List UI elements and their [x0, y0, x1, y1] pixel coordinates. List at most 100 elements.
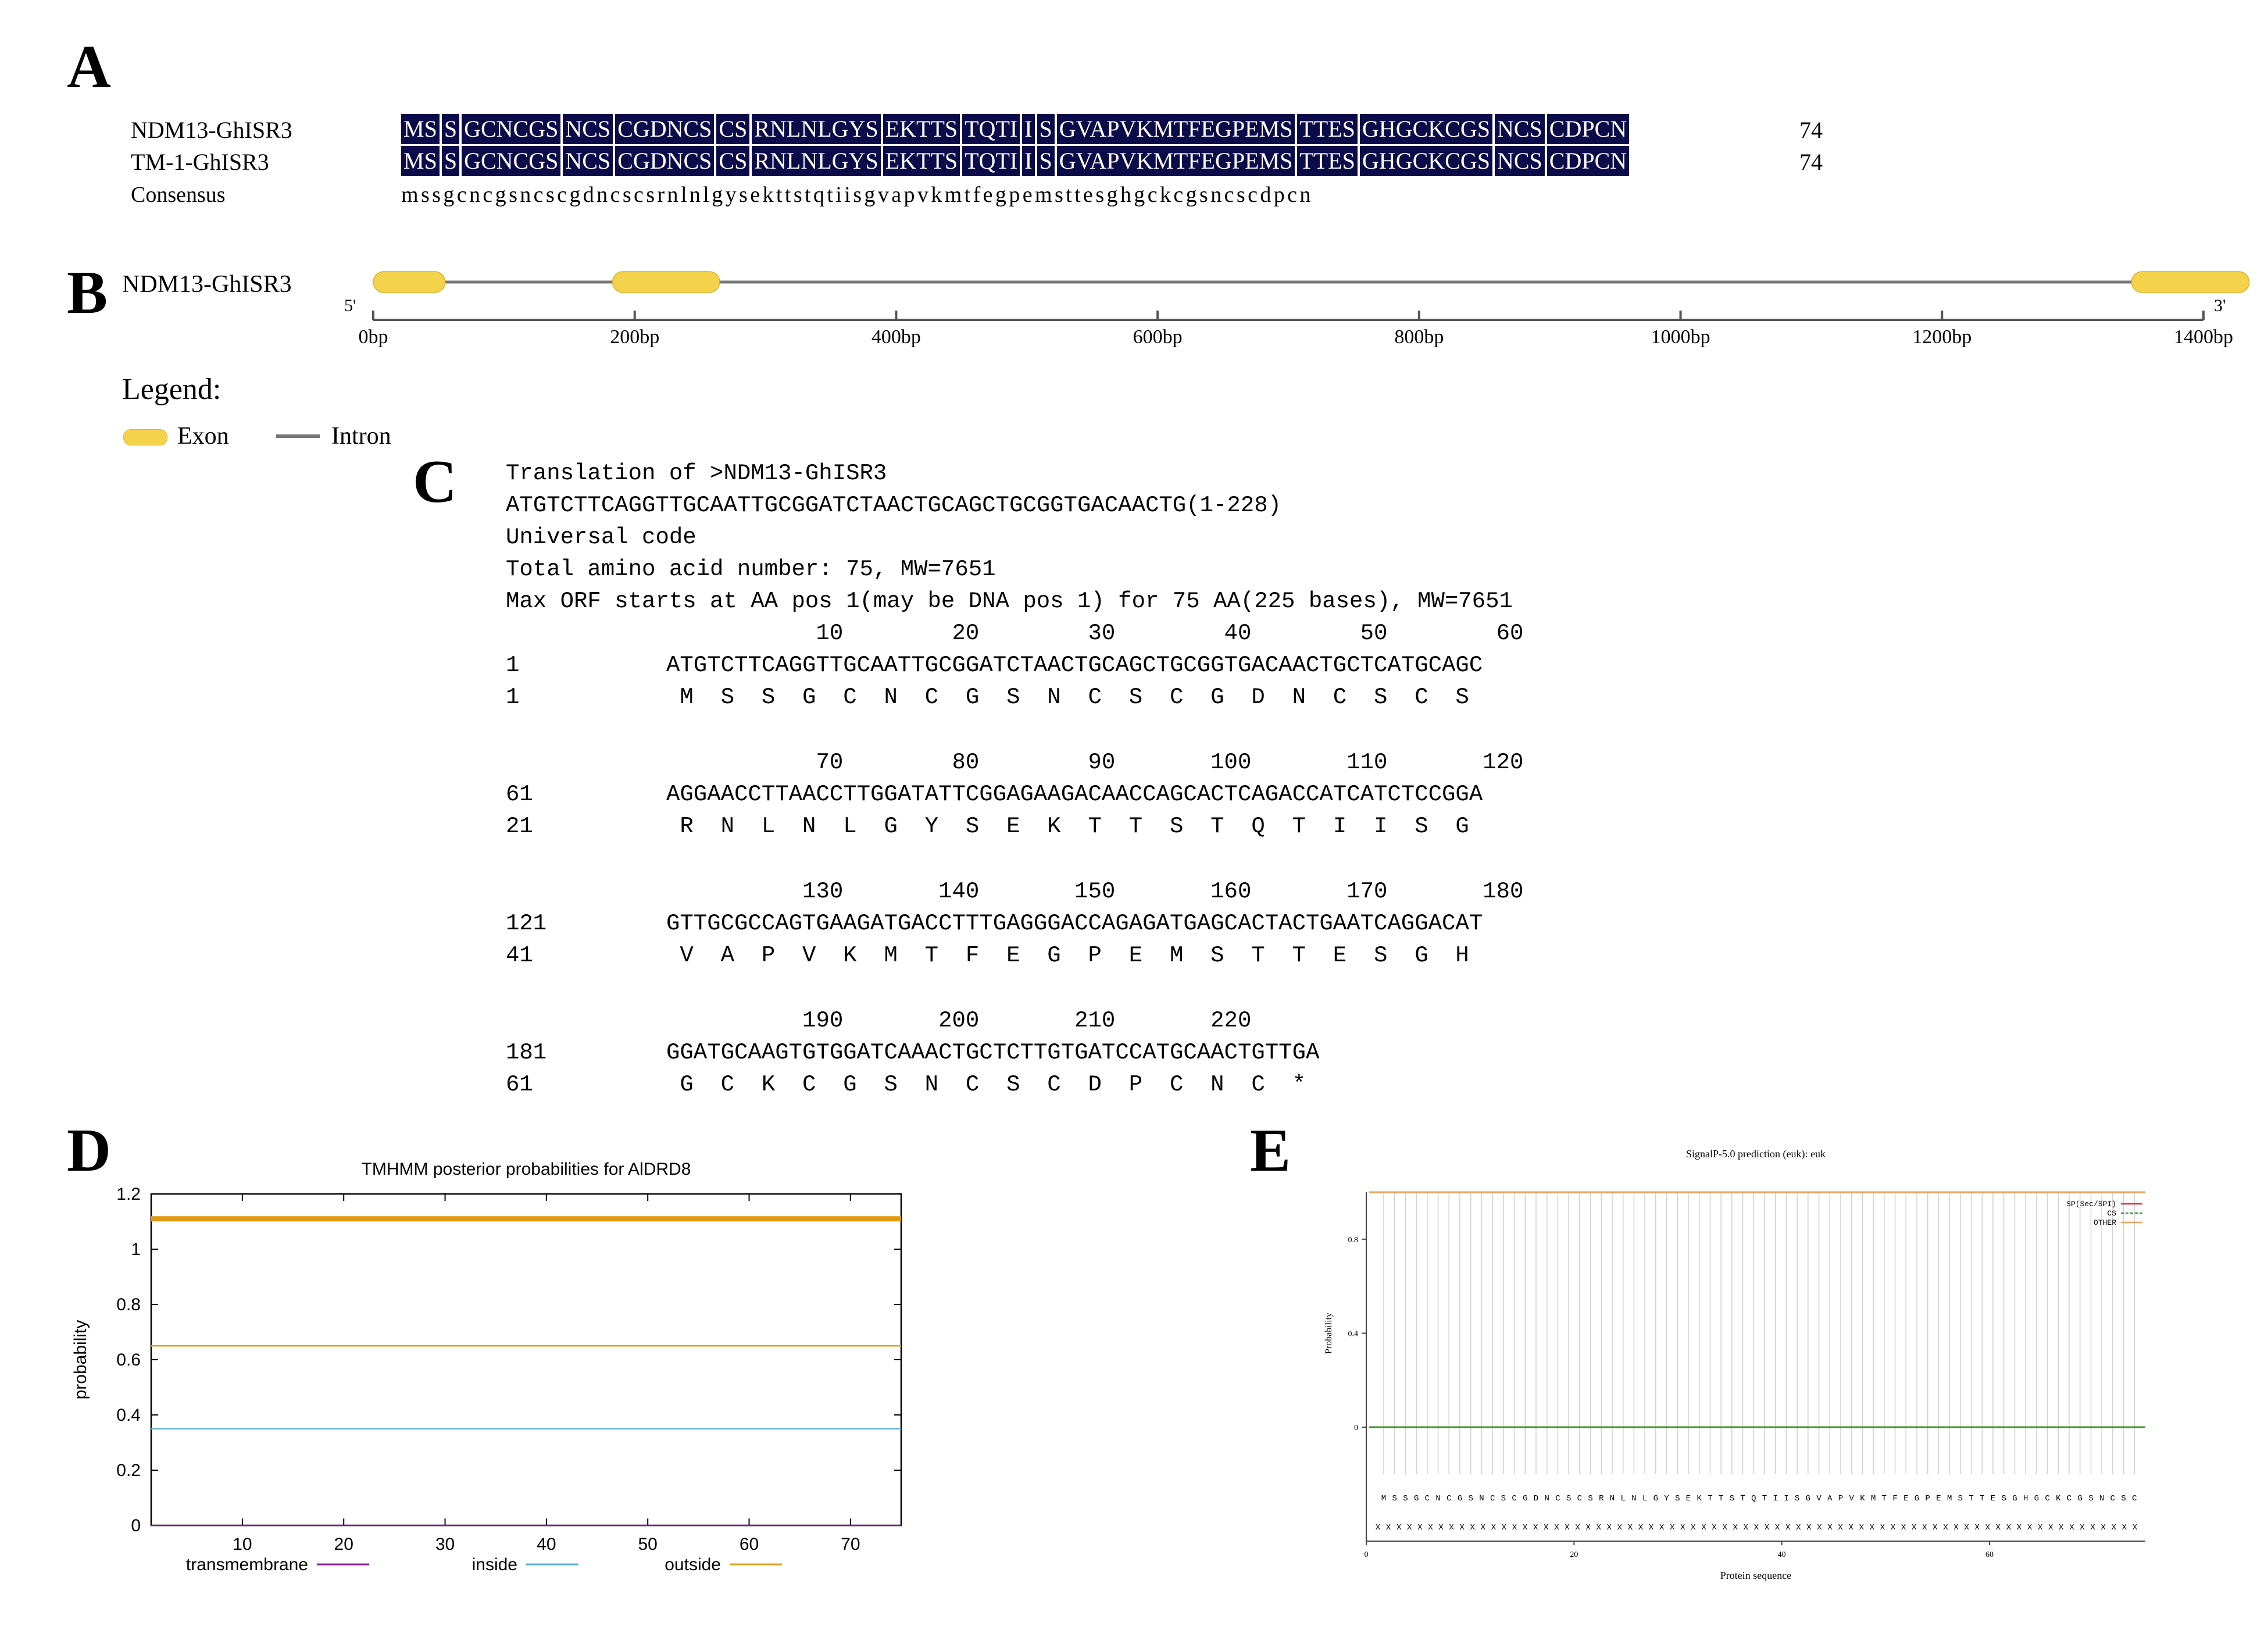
- residue-letter: T: [1969, 1494, 1973, 1503]
- residue-letter: R: [1599, 1494, 1604, 1503]
- residue-letter: S: [1403, 1494, 1408, 1503]
- residue-x-mark: X: [1449, 1523, 1454, 1532]
- bp-tick-label: 1200bp: [1912, 326, 1971, 348]
- dna-position: 121: [506, 911, 547, 936]
- x-tick-label: 60: [740, 1535, 759, 1554]
- residue-x-mark: X: [1417, 1523, 1423, 1532]
- x-tick-label: 40: [1778, 1550, 1786, 1559]
- residue-x-mark: X: [2122, 1523, 2127, 1532]
- residue-letter: N: [1545, 1494, 1549, 1503]
- aa-position: 1: [506, 684, 520, 710]
- residue-x-mark: X: [1943, 1523, 1948, 1532]
- legend-exon-label: Exon: [177, 423, 229, 450]
- residue-letter: L: [1621, 1494, 1626, 1503]
- residue-letter: S: [1675, 1494, 1680, 1503]
- alignment-block: I: [1022, 146, 1037, 176]
- aa-sequence: V A P V K M T F E G P E M S T T E S G H: [666, 943, 1469, 968]
- residue-x-mark: X: [1691, 1523, 1696, 1532]
- y-tick-label: 1.2: [116, 1185, 141, 1204]
- residue-letter: S: [1501, 1494, 1506, 1503]
- alignment-block: EKTTS: [883, 114, 963, 144]
- residue-letter: Y: [1664, 1494, 1669, 1503]
- residue-x-mark: X: [2080, 1523, 2085, 1532]
- residue-x-mark: X: [1680, 1523, 1685, 1532]
- alignment-block: EKTTS: [883, 146, 963, 176]
- residue-x-mark: X: [1544, 1523, 1549, 1532]
- residue-x-mark: X: [1533, 1523, 1538, 1532]
- residue-x-mark: X: [1649, 1523, 1654, 1532]
- legend-title: Legend:: [122, 373, 222, 406]
- alignment-block: TQTI: [962, 146, 1023, 176]
- panel-label-b: B: [67, 258, 108, 326]
- alignment-block: RNLNLGYS: [752, 146, 883, 176]
- residue-letter: I: [1773, 1494, 1778, 1503]
- residue-x-mark: X: [1554, 1523, 1559, 1532]
- residue-x-mark: X: [1502, 1523, 1507, 1532]
- x-tick-label: 60: [1985, 1550, 1994, 1559]
- residue-letter: S: [2088, 1494, 2093, 1503]
- translation-header-line: Total amino acid number: 75, MW=7651: [506, 557, 996, 582]
- x-tick-label: 20: [334, 1535, 353, 1554]
- y-tick-label: 0: [1354, 1424, 1358, 1432]
- residue-x-mark: X: [1428, 1523, 1433, 1532]
- bp-tick-label: 1400bp: [2174, 326, 2233, 348]
- residue-letter: K: [1860, 1494, 1865, 1503]
- residue-x-mark: X: [1859, 1523, 1865, 1532]
- y-tick-label: 0: [131, 1516, 141, 1535]
- residue-x-mark: X: [1933, 1523, 1938, 1532]
- residue-x-mark: X: [1512, 1523, 1517, 1532]
- residue-letter: M: [1947, 1494, 1952, 1503]
- residue-letter: N: [1631, 1494, 1636, 1503]
- residue-x-mark: X: [1817, 1523, 1822, 1532]
- residue-x-mark: X: [2006, 1523, 2012, 1532]
- alignment-row-name: TM-1-GhISR3: [131, 149, 269, 175]
- residue-x-mark: X: [1575, 1523, 1580, 1532]
- alignment-block: CS: [716, 114, 752, 144]
- residue-letter: C: [1490, 1494, 1495, 1503]
- residue-letter: E: [1991, 1494, 1995, 1503]
- y-tick-label: 1: [131, 1240, 141, 1259]
- residue-x-mark: X: [1901, 1523, 1906, 1532]
- residue-letter: N: [1479, 1494, 1484, 1503]
- residue-letter: C: [2067, 1494, 2071, 1503]
- residue-x-mark: X: [1701, 1523, 1706, 1532]
- alignment-block: CDPCN: [1549, 148, 1627, 174]
- residue-x-mark: X: [1765, 1523, 1770, 1532]
- alignment-block: GVAPVKMTFEGPEMS: [1057, 146, 1298, 176]
- residue-x-mark: X: [1744, 1523, 1749, 1532]
- residue-x-mark: X: [1386, 1523, 1391, 1532]
- residue-letter: G: [1915, 1494, 1919, 1503]
- residue-letter: G: [1806, 1494, 1810, 1503]
- legend-exon-swatch: [123, 429, 167, 445]
- residue-letter: C: [1425, 1494, 1430, 1503]
- residue-letter: G: [1523, 1494, 1527, 1503]
- residue-letter: F: [1892, 1494, 1897, 1503]
- translation-header-line: ATGTCTTCAGGTTGCAATTGCGGATCTAACTGCAGCTGCG…: [506, 493, 1282, 518]
- alignment-block: MS: [401, 146, 442, 176]
- residue-letter: T: [1719, 1494, 1723, 1503]
- alignment-row-sequence: MS S GCNCGS NCS CGDNCS CS RNLNLGYS EKTTS TQTI I S G…: [401, 114, 1630, 144]
- sequence-ruler: 190 200 210 220: [666, 1008, 1252, 1033]
- x-tick-label: 30: [435, 1535, 455, 1554]
- alignment-block: NCS: [1495, 146, 1547, 176]
- residue-x-mark: X: [2133, 1523, 2138, 1532]
- panel-label-c: C: [413, 447, 457, 515]
- bp-tick-label: 800bp: [1394, 326, 1444, 348]
- signalp-chart: SignalP-5.0 prediction (euk): euk 0 0.4 0.8…: [1324, 1148, 2145, 1581]
- residue-letter: N: [1610, 1494, 1615, 1503]
- residue-x-mark: X: [1596, 1523, 1602, 1532]
- alignment-block: TQTI: [962, 114, 1023, 144]
- residue-letter: C: [1512, 1494, 1516, 1503]
- y-tick-label: 0.2: [116, 1461, 141, 1480]
- legend-intron-label: Intron: [331, 423, 391, 450]
- residue-letter: G: [2012, 1494, 2017, 1503]
- alignment-block: S: [1037, 146, 1057, 176]
- residue-x-mark: X: [1628, 1523, 1633, 1532]
- residue-x-mark: X: [1838, 1523, 1843, 1532]
- residue-x-mark: X: [1912, 1523, 1917, 1532]
- sequence-ruler: 70 80 90 100 110 120: [666, 750, 1524, 775]
- five-prime-label: 5': [344, 296, 356, 315]
- residue-letter: C: [1555, 1494, 1560, 1503]
- bp-tick-label: 400bp: [872, 326, 921, 348]
- exon-box: [373, 271, 446, 293]
